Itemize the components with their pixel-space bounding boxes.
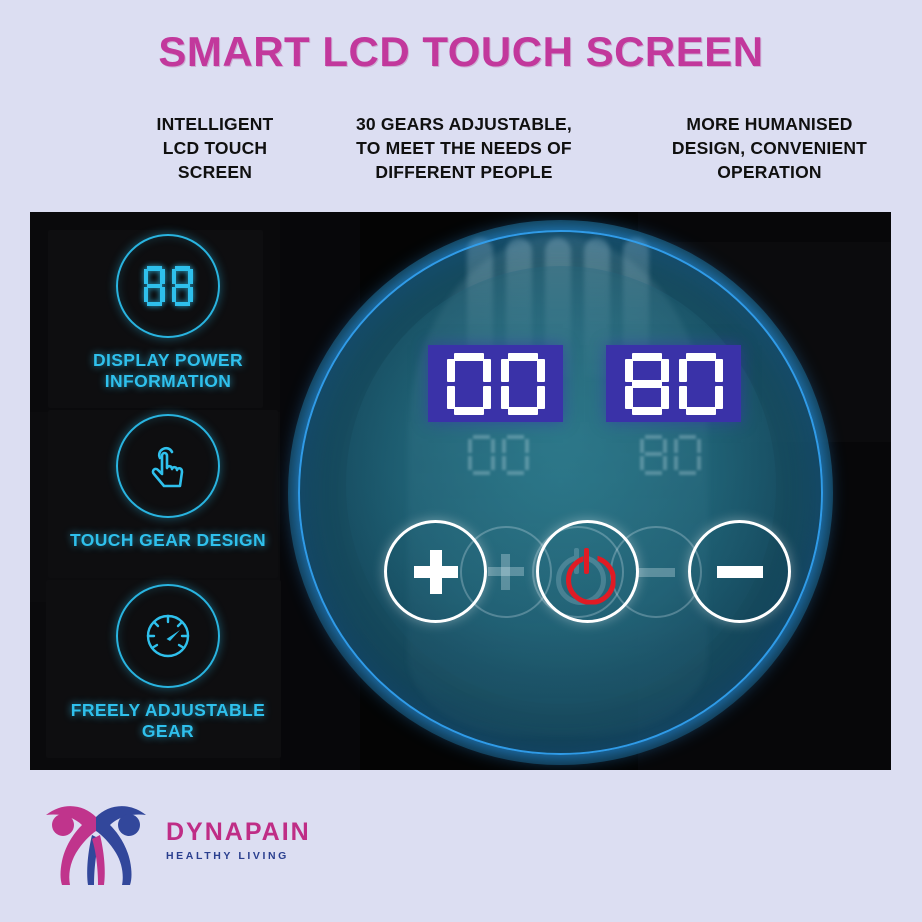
product-photo: DISPLAY POWER INFORMATION TOUCH GEAR DES…	[30, 212, 891, 770]
feature-display-power-information: DISPLAY POWER INFORMATION	[48, 234, 288, 391]
lcd-digit	[678, 352, 723, 415]
touch-hand-glyph	[151, 446, 184, 488]
headline-column-1-line-1: INTELLIGENT	[156, 114, 274, 134]
brand-logo: DYNAPAIN HEALTHY LIVING	[36, 793, 326, 888]
power-icon	[564, 547, 616, 605]
touch-hand-icon	[116, 414, 220, 518]
dial-outer-ring	[298, 230, 823, 755]
headline-column-2: 30 GEARS ADJUSTABLE, TO MEET THE NEEDS O…	[319, 112, 609, 184]
seven-segment-digit	[143, 266, 165, 306]
logo-figures-icon	[46, 805, 146, 885]
increase-intensity-button[interactable]	[384, 520, 487, 623]
logo-tagline: HEALTHY LIVING	[166, 849, 289, 862]
feature-touch-gear-design: TOUCH GEAR DESIGN	[48, 414, 288, 551]
plus-icon	[488, 554, 524, 590]
power-button[interactable]	[536, 520, 639, 623]
headline-column-1-line-2: LCD TOUCH	[162, 138, 268, 159]
lcd-digit	[624, 352, 669, 415]
lcd-digit	[446, 352, 491, 415]
headline-column-3-line-2: DESIGN, CONVENIENT	[671, 138, 868, 159]
decrease-intensity-button[interactable]	[688, 520, 791, 623]
headline-column-3: MORE HUMANISED DESIGN, CONVENIENT OPERAT…	[637, 112, 902, 184]
lcd-digit	[500, 352, 545, 415]
headline-column-1-line-3: SCREEN	[177, 162, 253, 183]
lcd-reflection-digit	[468, 435, 495, 475]
headline-column-2-line-2: TO MEET THE NEEDS OF	[356, 138, 572, 159]
headline-column-2-line-1: 30 GEARS ADJUSTABLE,	[356, 114, 572, 134]
seven-segment-88-glyph	[143, 266, 193, 306]
logo-brand-name: DYNAPAIN	[166, 817, 311, 846]
lcd-reflection-left	[468, 435, 529, 475]
seven-segment-88-icon	[116, 234, 220, 338]
lcd-reflection-digit	[502, 435, 529, 475]
feature-freely-adjustable-gear: FREELY ADJUSTABLE GEAR	[48, 584, 288, 741]
minus-icon	[716, 565, 763, 578]
logo-wordmark: DYNAPAIN HEALTHY LIVING	[166, 817, 311, 862]
feature-label: FREELY ADJUSTABLE GEAR	[70, 700, 266, 741]
feature-headline-row: INTELLIGENT LCD TOUCH SCREEN 30 GEARS AD…	[0, 112, 922, 184]
feature-label: TOUCH GEAR DESIGN	[69, 530, 267, 550]
minus-icon	[637, 567, 675, 577]
headline-column-1: INTELLIGENT LCD TOUCH SCREEN	[115, 112, 315, 184]
lcd-display-right	[606, 345, 741, 422]
lcd-reflection-digit	[674, 435, 701, 475]
lcd-reflection-right	[640, 435, 701, 475]
seven-segment-digit	[171, 266, 193, 306]
gauge-speedometer-glyph	[146, 614, 190, 658]
feature-label: DISPLAY POWER INFORMATION	[92, 350, 244, 391]
lcd-display-left	[428, 345, 563, 422]
massage-gun-control-dial	[288, 220, 833, 765]
plus-icon	[413, 549, 458, 594]
gauge-speedometer-icon	[116, 584, 220, 688]
headline-column-3-line-3: OPERATION	[717, 162, 822, 183]
headline-column-2-line-3: DIFFERENT PEOPLE	[375, 162, 553, 183]
lcd-reflection-digit	[640, 435, 667, 475]
page-title: SMART LCD TOUCH SCREEN	[158, 28, 764, 75]
headline-column-3-line-1: MORE HUMANISED	[686, 114, 853, 134]
